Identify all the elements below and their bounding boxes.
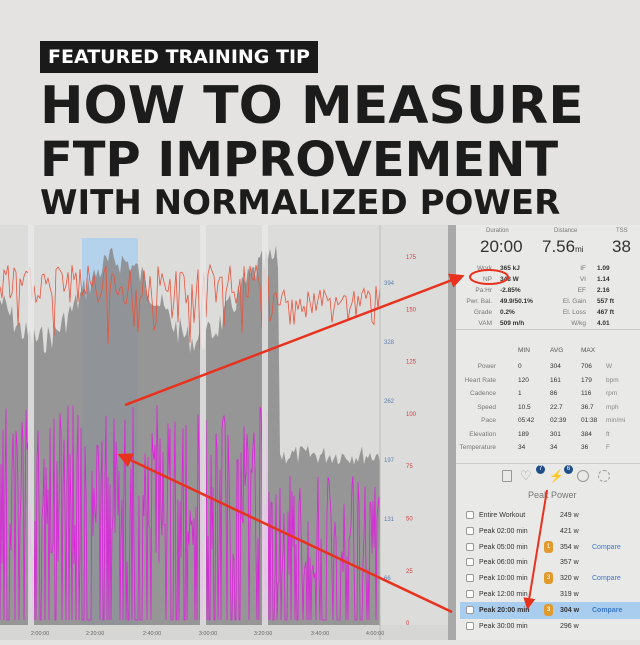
y-right-tick-label: 125 [406,360,417,366]
metric-row: W/kg 4.01 [571,320,610,327]
medal-icon: 3 [544,603,553,616]
peak-power-row[interactable]: Peak 02:00 min 421 w [460,523,640,540]
tss-label: TSS [616,228,628,234]
metric-row: VAM 509 m/h [478,320,525,327]
row-checkbox[interactable] [466,558,474,567]
peak-power-row[interactable]: Entire Workout 249 w [460,507,640,524]
duration-value: 20:00 [480,237,523,256]
y-left-tick-label: 394 [384,281,395,287]
y-left-tick-label: 197 [384,458,395,464]
metric-row: Pa:Hr -2.85% [475,287,521,294]
x-tick-label: 2:40:00 [143,631,161,637]
gap-marker [28,225,34,625]
y-left-tick-label: 66 [384,576,391,582]
y-left-tick-label: 131 [384,517,395,523]
x-tick-label: 2:20:00 [86,631,104,637]
medal-icon: 1 [544,540,553,553]
heart-tab-icon[interactable]: ♡ [520,468,532,483]
notes-tab-icon[interactable] [502,470,512,482]
compare-link[interactable]: Compare [592,575,621,583]
y-right-tick-label: 50 [406,517,413,523]
row-checkbox[interactable] [466,574,474,583]
lap-tab-icon[interactable] [598,470,610,482]
row-checkbox[interactable] [466,605,474,614]
stats-row: Cadence 1 86 116 rpm [469,390,618,397]
x-tick-label: 4:00:00 [366,631,384,637]
workout-chart[interactable]: 2:00:00 2:20:00 2:40:00 3:00:00 3:20:00 3:40:… [0,225,448,640]
featured-tag: FEATURED TRAINING TIP [40,41,318,73]
distance-value: 7.56mi [542,237,584,256]
stats-row: Power 0 304 706 W [477,363,613,370]
peak-power-row[interactable]: Peak 12:00 min 319 w [460,586,640,603]
title-line-3: WITH NORMALIZED POWER [40,183,561,223]
title-line-2: FTP IMPROVEMENT [40,132,559,188]
stats-header: AVG [550,347,564,354]
metric-row: EF 2.16 [577,287,610,294]
workout-summary-panel: Duration 20:00 Distance 7.56mi TSS 38 Wo… [448,225,640,640]
metric-row: IF 1.09 [580,265,610,272]
medal-icon: 3 [544,572,553,585]
metric-row: Pwr. Bal. 49.9/50.1% [466,298,533,305]
compare-link[interactable]: Compare [592,543,621,551]
distance-label: Distance [554,228,578,234]
chart-svg[interactable]: 2:00:00 2:20:00 2:40:00 3:00:00 3:20:00 3:40:… [0,225,448,640]
stats-row: Speed 10.5 22.7 36.7 mph [477,403,619,411]
metric-row: Work 365 kJ [476,265,520,272]
row-checkbox[interactable] [466,526,474,535]
peak-power-row[interactable]: Peak 05:00 min 1 354 w Compare [460,539,640,556]
title-line-1: HOW TO MEASURE [40,76,584,136]
y-right-tick-label: 25 [406,569,413,575]
compare-link[interactable]: Compare [592,606,623,614]
row-checkbox[interactable] [466,511,474,519]
row-checkbox[interactable] [466,621,474,630]
tss-value: 38 [612,237,631,256]
gap-marker [262,225,268,625]
x-tick-label: 3:00:00 [199,631,217,637]
x-tick-label: 2:00:00 [31,631,49,637]
metric-row: VI 1.14 [579,276,610,283]
duration-label: Duration [486,228,509,234]
peak-power-title: Peak Power [528,490,577,500]
elevation-area [0,245,380,625]
peak-power-row[interactable]: Peak 30:00 min 296 w [460,618,640,635]
x-axis-bar [0,625,448,640]
metric-row: El. Loss 467 ft [562,309,614,316]
metric-row: Grade 0.2% [473,309,515,316]
clock-tab-icon[interactable] [577,470,589,482]
badge-power: 6 [564,465,573,474]
y-right-tick-label: 75 [406,464,413,470]
y-right-tick-label: 100 [406,412,417,418]
gap-marker [200,225,206,625]
power-tab-icon[interactable]: ⚡ [549,469,564,483]
stats-row: Elevation 189 301 384 ft [469,430,610,438]
peak-power-row[interactable]: Peak 20:00 min 3 304 w Compare [460,601,640,619]
y-left-tick-label: 262 [384,399,395,405]
y-right-tick-label: 150 [406,307,417,313]
y-right-tick-label: 175 [406,255,417,261]
row-checkbox[interactable] [466,590,474,598]
peak-power-row[interactable]: Peak 06:00 min 357 w [460,554,640,571]
stats-row: Pace 05:42 02:39 01:38 min/mi [481,417,626,424]
stats-row: Heart Rate 120 161 179 bpm [464,376,619,384]
stats-header: MAX [581,347,596,354]
x-tick-label: 3:40:00 [311,631,329,637]
row-checkbox[interactable] [466,542,474,551]
stats-header: MIN [518,347,530,354]
stats-row: Temperature 34 34 36 F [459,444,610,451]
y-left-tick-label: 328 [384,340,395,346]
metric-row: El. Gain 557 ft [562,298,614,305]
y-right-tick-label: 0 [406,621,410,627]
x-tick-label: 3:20:00 [254,631,272,637]
badge-heart: 7 [536,465,545,474]
peak-power-row[interactable]: Peak 10:00 min 3 320 w Compare [460,570,640,587]
